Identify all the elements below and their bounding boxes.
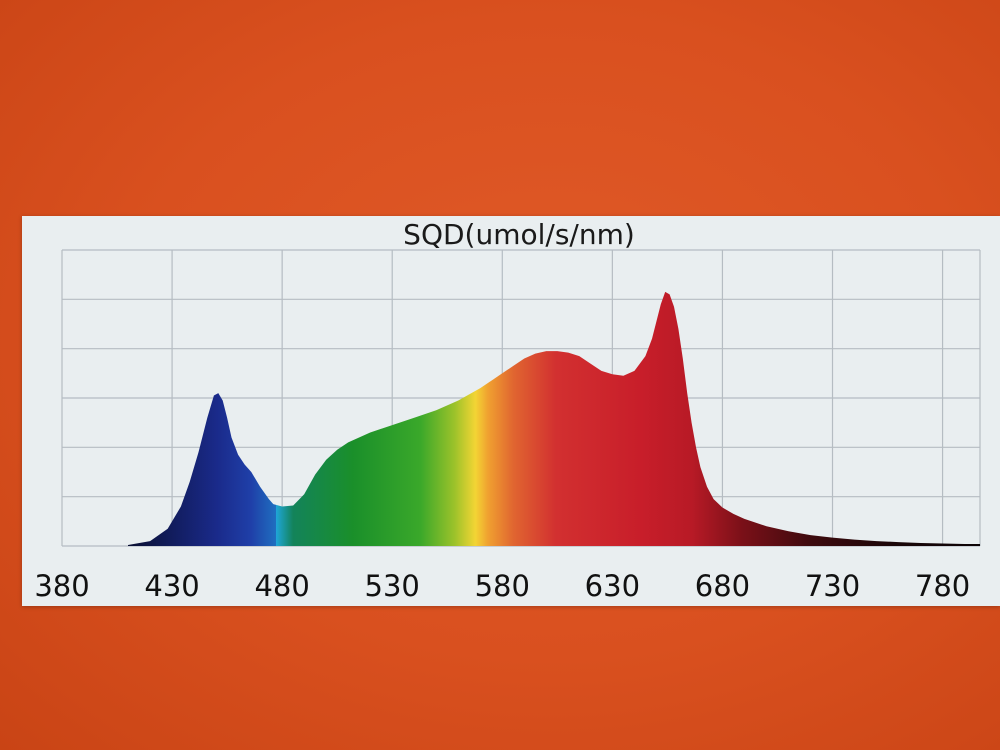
x-tick-label: 480 <box>254 569 309 603</box>
x-tick-label: 580 <box>475 569 530 603</box>
x-axis-tick-labels: 380 430 480 530 580 630 680 730 780 <box>34 569 970 603</box>
x-tick-label: 680 <box>695 569 750 603</box>
x-tick-label: 730 <box>805 569 860 603</box>
spectrum-area <box>128 291 980 546</box>
chart-title: SQD(umol/s/nm) <box>403 218 635 251</box>
x-tick-label: 430 <box>144 569 199 603</box>
x-tick-label: 380 <box>34 569 89 603</box>
x-tick-label: 630 <box>585 569 640 603</box>
chart: SQD(umol/s/nm) 380 430 480 530 580 630 680 730 7… <box>34 218 981 603</box>
chart-card: SQD(umol/s/nm) 380 430 480 530 580 630 680 730 7… <box>22 216 1000 606</box>
x-tick-label: 530 <box>365 569 420 603</box>
chart-series <box>128 291 980 546</box>
x-tick-label: 780 <box>915 569 970 603</box>
